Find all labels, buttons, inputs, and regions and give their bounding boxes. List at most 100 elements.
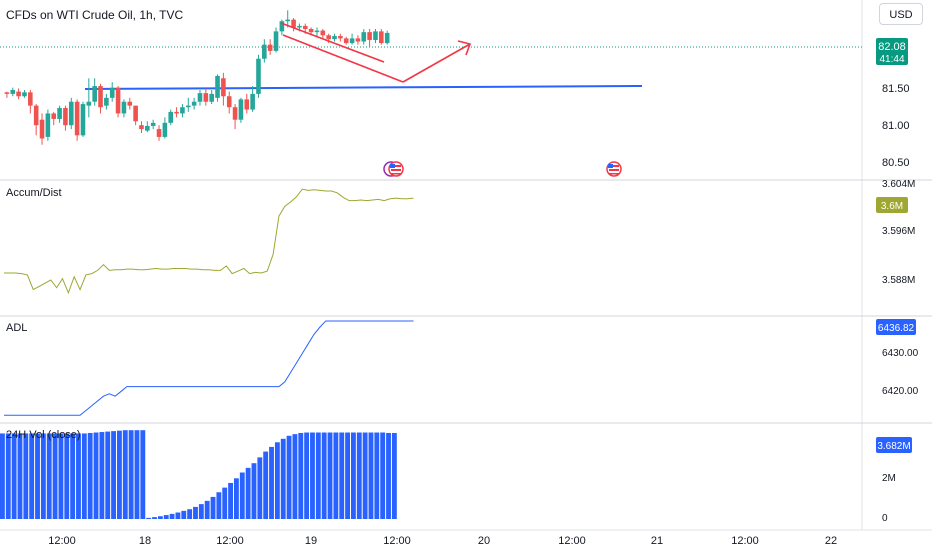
volume-bar bbox=[304, 432, 310, 519]
volume-bar bbox=[234, 478, 239, 519]
time-tick-label: 22 bbox=[825, 535, 837, 547]
candle-body bbox=[162, 122, 168, 137]
candle-body bbox=[203, 93, 209, 102]
candle-body bbox=[355, 38, 361, 42]
candlestick-series bbox=[4, 10, 390, 145]
vol-tick-label: 2M bbox=[882, 473, 896, 484]
volume-bar bbox=[146, 517, 152, 519]
volume-series bbox=[0, 430, 397, 519]
vol-value-label: 3.682M bbox=[877, 441, 910, 452]
candle-body bbox=[133, 105, 138, 122]
volume-bar bbox=[81, 433, 87, 519]
candle-body bbox=[51, 113, 57, 119]
volume-bar bbox=[345, 432, 350, 519]
time-tick-label: 20 bbox=[478, 535, 490, 547]
symbol-title[interactable]: CFDs on WTI Crude Oil, 1h, TVC bbox=[6, 8, 184, 22]
projection-drawing[interactable] bbox=[280, 22, 472, 83]
volume-bar bbox=[368, 432, 374, 519]
candle-body bbox=[267, 44, 273, 51]
volume-bar bbox=[351, 432, 356, 519]
candle-body bbox=[74, 101, 80, 136]
candle-body bbox=[291, 19, 296, 28]
candle-body bbox=[150, 122, 156, 126]
ad-value-label: 3.6M bbox=[881, 201, 903, 212]
price-tick-label: 80.50 bbox=[882, 157, 910, 169]
volume-bar bbox=[134, 430, 140, 519]
price-tick-label: 81.00 bbox=[882, 120, 910, 132]
candle-body bbox=[232, 107, 238, 120]
volume-bar bbox=[298, 432, 304, 519]
volume-bar bbox=[181, 510, 187, 519]
candle-body bbox=[10, 90, 16, 94]
candle-body bbox=[68, 101, 74, 126]
candle-body bbox=[297, 25, 302, 28]
candle-body bbox=[373, 31, 378, 40]
volume-bar bbox=[128, 430, 134, 519]
candle-body bbox=[279, 21, 285, 32]
currency-button[interactable]: USD bbox=[879, 3, 923, 25]
candle-body bbox=[180, 107, 185, 114]
candle-body bbox=[168, 111, 174, 123]
volume-bar bbox=[187, 509, 193, 519]
candle-body bbox=[121, 101, 127, 114]
volume-bar bbox=[310, 432, 315, 519]
support-trendline[interactable] bbox=[84, 85, 643, 90]
volume-bar bbox=[263, 451, 269, 519]
volume-bar bbox=[5, 433, 11, 519]
candle-body bbox=[209, 93, 214, 102]
volume-bar bbox=[386, 432, 391, 519]
volume-bar bbox=[11, 433, 17, 519]
accum-dist-title[interactable]: Accum/Dist bbox=[6, 187, 62, 199]
candle-body bbox=[332, 36, 337, 40]
adl-line bbox=[4, 320, 414, 416]
us-flag-event-icon[interactable] bbox=[383, 161, 404, 177]
volume-bar bbox=[64, 433, 70, 519]
adl-tick-label: 6420.00 bbox=[882, 386, 919, 397]
candle-body bbox=[320, 30, 326, 36]
ad-tick-label: 3.588M bbox=[882, 275, 915, 286]
time-tick-label: 12:00 bbox=[48, 535, 76, 547]
candle-body bbox=[244, 99, 250, 110]
candle-body bbox=[104, 97, 109, 106]
time-tick-label: 21 bbox=[651, 535, 663, 547]
candle-body bbox=[16, 91, 21, 97]
adl-tick-label: 6430.00 bbox=[882, 348, 919, 359]
candle-body bbox=[109, 87, 115, 98]
adl-title[interactable]: ADL bbox=[6, 322, 28, 334]
candle-body bbox=[191, 101, 197, 106]
candle-body bbox=[80, 104, 86, 136]
volume-bar bbox=[140, 430, 146, 519]
price-tick-label: 81.50 bbox=[882, 83, 910, 95]
time-tick-label: 18 bbox=[139, 535, 151, 547]
candle-body bbox=[98, 86, 103, 108]
volume-bar bbox=[17, 433, 23, 519]
countdown-label: 41:44 bbox=[879, 54, 904, 65]
volume-bar bbox=[169, 513, 175, 519]
volume-bar bbox=[58, 433, 64, 519]
volume-bar bbox=[362, 432, 368, 519]
candle-body bbox=[308, 29, 314, 33]
adl-series bbox=[4, 320, 414, 416]
volume-title[interactable]: 24H Vol (close) bbox=[6, 429, 81, 441]
candle-body bbox=[367, 32, 372, 40]
candle-body bbox=[226, 96, 232, 108]
candle-body bbox=[4, 92, 10, 94]
candle-body bbox=[28, 92, 33, 106]
ad-value-tag bbox=[876, 197, 908, 213]
volume-bar bbox=[210, 496, 216, 519]
candle-body bbox=[379, 31, 384, 44]
volume-bar bbox=[0, 433, 5, 519]
volume-bar bbox=[280, 438, 286, 519]
adl-value-tag bbox=[876, 319, 916, 335]
volume-bar bbox=[93, 432, 99, 519]
adl-value-label: 6436.82 bbox=[878, 323, 915, 334]
time-tick-label: 12:00 bbox=[216, 535, 244, 547]
volume-bar bbox=[163, 515, 169, 519]
last-price-tag bbox=[876, 38, 908, 65]
volume-bar bbox=[339, 432, 345, 519]
us-flag-event-icon-2[interactable] bbox=[606, 161, 622, 177]
volume-bar bbox=[35, 433, 40, 519]
time-tick-label: 12:00 bbox=[731, 535, 759, 547]
volume-bar bbox=[222, 487, 228, 519]
